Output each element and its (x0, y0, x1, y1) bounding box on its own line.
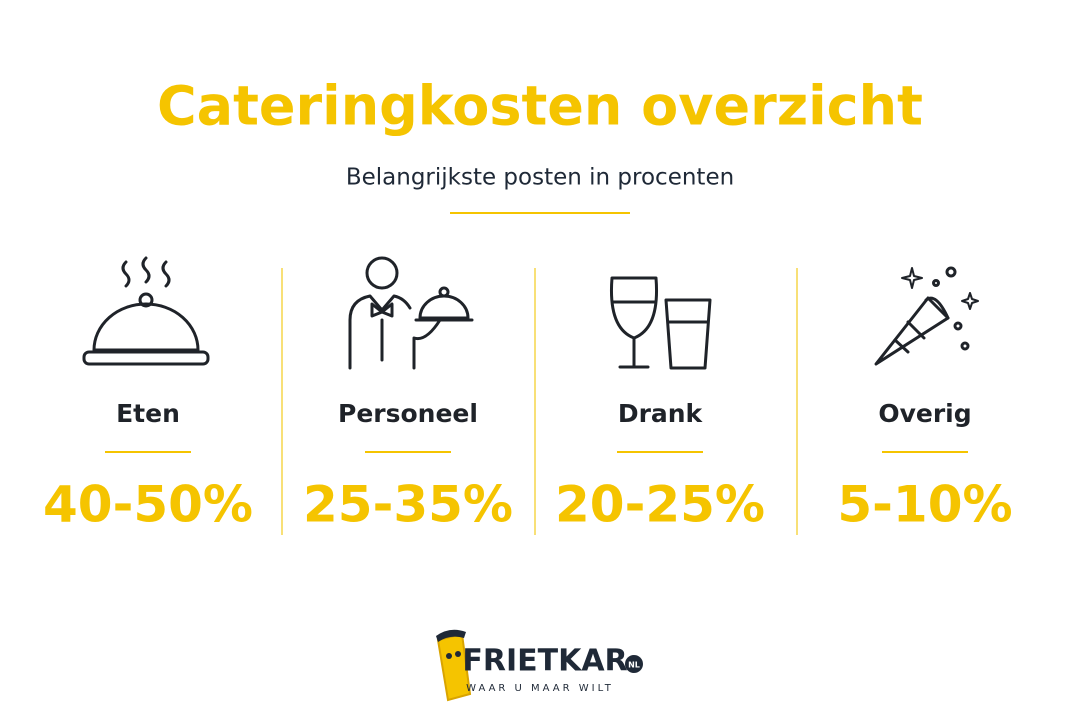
icon-staff (348, 256, 474, 370)
logo-badge: NL (628, 661, 640, 670)
item-value: 40-50% (43, 476, 253, 534)
subtitle: Belangrijkste posten in procenten (346, 165, 734, 191)
item-value: 5-10% (837, 476, 1012, 534)
item-label: Eten (116, 399, 180, 428)
icon-other (874, 266, 979, 366)
logo: FRIETKAR NL WAAR U MAAR WILT (436, 629, 643, 702)
title: Cateringkosten overzicht (157, 75, 923, 138)
logo-name: FRIETKAR (462, 644, 627, 679)
item-label: Overig (878, 399, 971, 428)
columns: Eten 40-50% Personeel 25-35% Drank 20-25% Over… (43, 399, 1013, 534)
item-label: Drank (618, 399, 704, 428)
logo-cap (436, 629, 466, 642)
item-value: 20-25% (555, 476, 765, 534)
icon-drinks (609, 276, 712, 370)
item-value: 25-35% (303, 476, 513, 534)
logo-tagline: WAAR U MAAR WILT (466, 683, 614, 694)
column-dividers (281, 268, 798, 535)
item-label: Personeel (338, 399, 478, 428)
icon-food (82, 256, 210, 366)
